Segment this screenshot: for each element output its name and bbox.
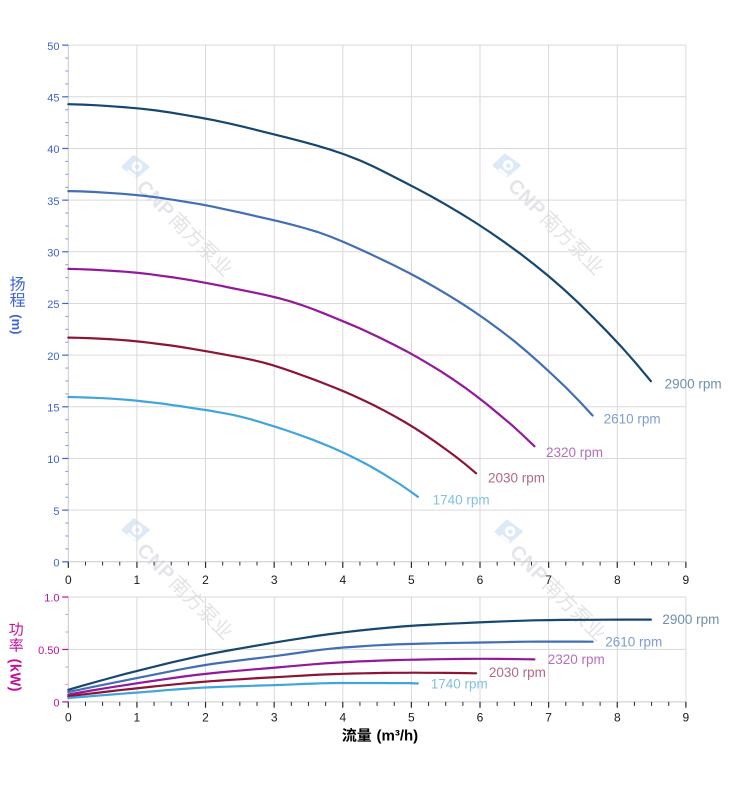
svg-text:20: 20: [47, 351, 59, 363]
svg-text:2900 rpm: 2900 rpm: [662, 612, 719, 627]
svg-text:0: 0: [65, 573, 72, 587]
svg-text:0: 0: [53, 558, 59, 570]
svg-text:2: 2: [202, 711, 209, 725]
svg-text:1: 1: [134, 711, 141, 725]
svg-text:10: 10: [47, 454, 59, 466]
svg-text:2030 rpm: 2030 rpm: [488, 471, 545, 486]
svg-text:2320 rpm: 2320 rpm: [548, 652, 605, 667]
svg-text:40: 40: [47, 144, 59, 156]
svg-text:45: 45: [47, 93, 59, 105]
svg-text:8: 8: [614, 573, 621, 587]
svg-text:9: 9: [683, 711, 690, 725]
svg-text:50: 50: [47, 41, 59, 53]
svg-text:30: 30: [47, 248, 59, 260]
svg-text:(m³/h): (m³/h): [377, 727, 419, 744]
svg-text:(m): (m): [9, 314, 24, 334]
svg-text:5: 5: [53, 506, 59, 518]
svg-text:2610 rpm: 2610 rpm: [604, 412, 661, 427]
svg-text:5: 5: [408, 573, 415, 587]
svg-text:(kW): (kW): [7, 659, 23, 692]
svg-text:9: 9: [683, 573, 690, 587]
svg-text:3: 3: [271, 573, 278, 587]
svg-text:6: 6: [477, 573, 484, 587]
svg-text:8: 8: [614, 711, 621, 725]
svg-text:1: 1: [134, 573, 141, 587]
svg-text:2: 2: [202, 573, 209, 587]
svg-text:2030 rpm: 2030 rpm: [489, 665, 546, 680]
svg-text:0: 0: [53, 698, 59, 710]
svg-text:2900 rpm: 2900 rpm: [665, 377, 722, 392]
svg-text:2610 rpm: 2610 rpm: [605, 634, 662, 649]
svg-text:1740 rpm: 1740 rpm: [433, 492, 490, 507]
svg-text:4: 4: [339, 711, 346, 725]
svg-text:25: 25: [47, 299, 59, 311]
svg-text:7: 7: [545, 711, 552, 725]
svg-text:15: 15: [47, 403, 59, 415]
svg-text:7: 7: [545, 573, 552, 587]
svg-text:0.50: 0.50: [38, 645, 59, 657]
svg-text:2320 rpm: 2320 rpm: [546, 445, 603, 460]
svg-text:5: 5: [408, 711, 415, 725]
svg-text:1.0: 1.0: [44, 593, 59, 605]
svg-text:3: 3: [271, 711, 278, 725]
svg-text:6: 6: [477, 711, 484, 725]
svg-text:35: 35: [47, 196, 59, 208]
svg-text:4: 4: [339, 573, 346, 587]
svg-text:1740 rpm: 1740 rpm: [431, 676, 488, 691]
svg-text:0: 0: [65, 711, 72, 725]
